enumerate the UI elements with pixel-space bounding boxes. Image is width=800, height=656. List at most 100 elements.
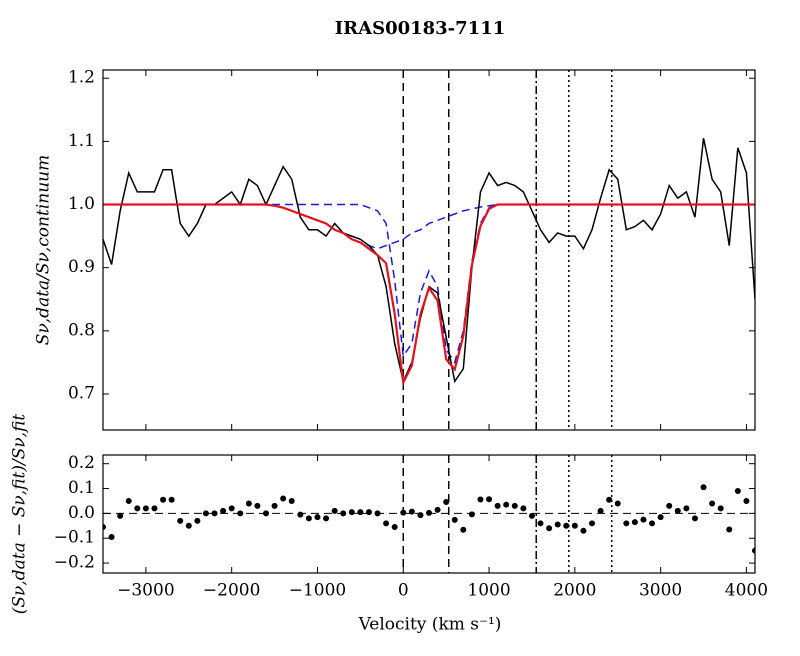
y-tick-label: 0.2 <box>68 453 95 473</box>
data-point <box>563 522 570 529</box>
plot-frame <box>102 454 756 574</box>
data-point <box>709 500 716 507</box>
data-point <box>631 519 638 526</box>
y-tick-label: 1.2 <box>68 68 95 88</box>
data-point <box>606 496 613 503</box>
x-tick-label: −2000 <box>203 581 261 601</box>
data-point <box>288 497 295 504</box>
data-point <box>537 520 544 527</box>
data-point <box>263 510 269 517</box>
data-point <box>314 514 321 521</box>
data-point <box>254 502 261 509</box>
y-tick-label: 1.1 <box>68 131 95 151</box>
data-point <box>374 510 381 517</box>
data-point <box>743 497 750 504</box>
data-point <box>400 509 407 516</box>
data-line <box>103 138 755 384</box>
x-tick-label: 1000 <box>467 581 510 601</box>
data-point <box>734 488 741 495</box>
x-tick-label: 2000 <box>553 581 596 601</box>
y-tick-label: 0.0 <box>68 503 95 523</box>
data-point <box>103 524 106 531</box>
x-tick-label: −1000 <box>289 581 347 601</box>
data-line <box>103 203 755 387</box>
data-point <box>194 517 201 524</box>
data-point <box>117 512 124 519</box>
data-point <box>185 522 192 529</box>
data-point <box>511 502 518 509</box>
y-tick-label: −0.1 <box>54 528 95 548</box>
data-point <box>237 510 244 517</box>
data-point <box>486 496 493 503</box>
y-tick-label: −0.2 <box>54 553 95 573</box>
data-point <box>177 517 184 524</box>
data-point <box>477 496 484 503</box>
data-point <box>528 512 535 519</box>
data-point <box>451 516 458 523</box>
data-point <box>503 501 510 508</box>
data-point <box>228 505 235 512</box>
data-point <box>460 526 467 533</box>
data-point <box>691 515 698 522</box>
chart-title: IRAS00183-7111 <box>335 18 506 39</box>
data-point <box>245 500 252 507</box>
data-point <box>520 505 527 512</box>
data-point <box>160 496 167 503</box>
x-axis-label: Velocity (km s⁻¹) <box>358 615 502 635</box>
data-point <box>357 509 364 516</box>
x-tick-label: −3000 <box>117 581 175 601</box>
data-point <box>331 507 338 514</box>
data-point <box>151 505 158 512</box>
data-point <box>108 533 115 540</box>
data-point <box>571 522 578 529</box>
data-point <box>674 507 681 514</box>
data-line <box>103 203 755 365</box>
data-point <box>202 510 209 517</box>
data-point <box>280 495 287 502</box>
y-tick-label: 0.1 <box>68 478 95 498</box>
data-point <box>752 547 755 554</box>
y-axis-label: (Sν,data − Sν,fit)/Sν,fit <box>10 414 30 615</box>
data-point <box>443 498 450 505</box>
data-point <box>683 505 690 512</box>
y-axis-label: Sν,data/Sν,continuum <box>34 155 54 345</box>
data-point <box>391 524 398 531</box>
data-point <box>305 515 312 522</box>
data-point <box>323 515 330 522</box>
data-point <box>666 502 673 509</box>
y-tick-label: 0.7 <box>68 384 95 404</box>
data-point <box>340 510 347 517</box>
data-point <box>426 509 432 516</box>
data-point <box>657 514 664 521</box>
y-tick-label: 1.0 <box>68 194 95 214</box>
data-point <box>348 509 355 516</box>
data-point <box>434 506 441 513</box>
data-point <box>649 520 656 527</box>
x-tick-label: 3000 <box>639 581 682 601</box>
data-point <box>297 511 304 518</box>
data-point <box>554 521 561 528</box>
data-point <box>700 484 707 491</box>
data-point <box>468 511 475 518</box>
data-point <box>365 509 372 516</box>
plot-frame <box>102 69 756 431</box>
data-line <box>103 203 755 250</box>
data-point <box>211 510 218 517</box>
data-point <box>546 525 553 532</box>
data-point <box>271 502 278 509</box>
data-point <box>640 516 647 523</box>
data-point <box>417 512 424 519</box>
data-point <box>726 526 733 533</box>
data-point <box>408 508 415 515</box>
data-point <box>589 520 595 527</box>
data-point <box>597 507 604 514</box>
data-point <box>168 496 175 503</box>
data-point <box>142 505 149 512</box>
x-tick-label: 4000 <box>725 581 768 601</box>
data-point <box>623 520 630 527</box>
data-point <box>494 502 501 509</box>
data-point <box>614 500 621 507</box>
data-point <box>220 507 227 514</box>
